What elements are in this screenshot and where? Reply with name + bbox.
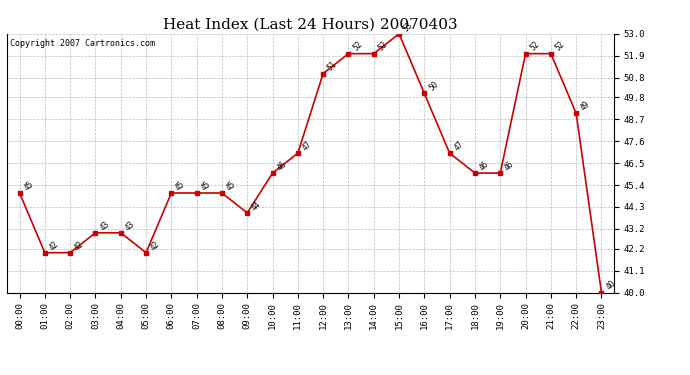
Text: 42: 42 xyxy=(149,239,161,252)
Text: 46: 46 xyxy=(503,159,516,172)
Text: 45: 45 xyxy=(199,179,213,192)
Text: 52: 52 xyxy=(377,40,389,53)
Text: 45: 45 xyxy=(174,179,187,192)
Text: 45: 45 xyxy=(22,179,35,192)
Title: Heat Index (Last 24 Hours) 20070403: Heat Index (Last 24 Hours) 20070403 xyxy=(164,17,457,31)
Text: 51: 51 xyxy=(326,60,339,73)
Text: 43: 43 xyxy=(124,219,137,232)
Text: 50: 50 xyxy=(427,80,440,93)
Text: 52: 52 xyxy=(553,40,566,53)
Text: 46: 46 xyxy=(477,159,491,172)
Text: 45: 45 xyxy=(225,179,237,192)
Text: 43: 43 xyxy=(98,219,111,232)
Text: 49: 49 xyxy=(579,100,592,112)
Text: 42: 42 xyxy=(73,239,86,252)
Text: Copyright 2007 Cartronics.com: Copyright 2007 Cartronics.com xyxy=(10,39,155,48)
Text: 47: 47 xyxy=(301,140,313,152)
Text: 52: 52 xyxy=(351,40,364,53)
Text: 53: 53 xyxy=(402,20,415,33)
Text: 46: 46 xyxy=(275,159,288,172)
Text: 40: 40 xyxy=(604,279,617,292)
Text: 47: 47 xyxy=(453,140,465,152)
Text: 42: 42 xyxy=(48,239,61,252)
Text: 52: 52 xyxy=(529,40,541,53)
Text: 44: 44 xyxy=(250,199,263,212)
